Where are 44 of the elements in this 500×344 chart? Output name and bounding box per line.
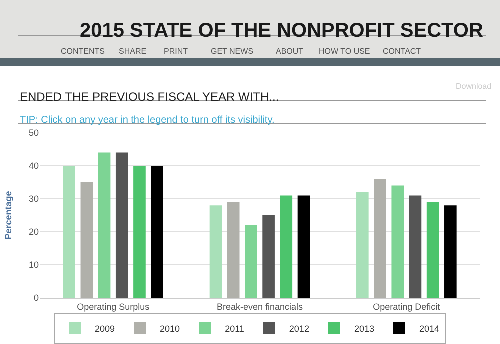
bar (151, 166, 164, 298)
text: GET NEWS (211, 47, 254, 56)
bar (409, 196, 422, 298)
x-tick-label: Operating Deficit (373, 302, 441, 312)
chart-subtitle: ENDED THE PREVIOUS FISCAL YEAR WITH... (20, 90, 280, 104)
chart-title: 2015 STATE OF THE NONPROFIT SECTOR (80, 20, 484, 42)
bar (98, 152, 111, 298)
bar (356, 192, 369, 298)
y-tick-label: 50 (28, 128, 39, 138)
y-axis-title: Percentage (3, 191, 14, 240)
legend-label: 2014 (419, 324, 440, 334)
text: TIP: Click on any year in the legend to turn off its visibility. (20, 115, 275, 126)
bar (227, 202, 240, 298)
y-tick-label: 20 (28, 227, 39, 238)
legend-label: 2013 (354, 324, 374, 334)
legend-label: 2009 (95, 324, 116, 334)
text: PRINT (164, 47, 188, 56)
x-tick-label: Break-even financials (216, 302, 304, 312)
bar (134, 166, 146, 298)
bar (298, 196, 310, 298)
bar (262, 216, 275, 298)
bar (374, 179, 386, 298)
legend-label: 2011 (225, 324, 244, 334)
text: CONTACT (383, 47, 422, 56)
legend-label: 2012 (289, 324, 310, 334)
bar (63, 166, 76, 298)
bar (426, 202, 440, 298)
text: SHARE (119, 47, 147, 56)
x-tick-label: Operating Surplus (77, 302, 150, 312)
bar (116, 152, 128, 298)
bar (280, 196, 293, 298)
bar (80, 182, 94, 298)
text: HOW TO USE (319, 47, 370, 56)
y-tick-label: 30 (28, 194, 39, 204)
y-tick-label: 40 (28, 161, 39, 172)
text: ABOUT (276, 47, 304, 56)
bar (245, 225, 258, 298)
legend-label: 2010 (160, 324, 180, 334)
bar (210, 206, 222, 298)
text: CONTENTS (61, 47, 105, 56)
y-tick-label: 10 (28, 260, 39, 270)
bar (392, 186, 404, 298)
y-tick-label: 0 (34, 293, 39, 304)
bar (444, 206, 457, 298)
